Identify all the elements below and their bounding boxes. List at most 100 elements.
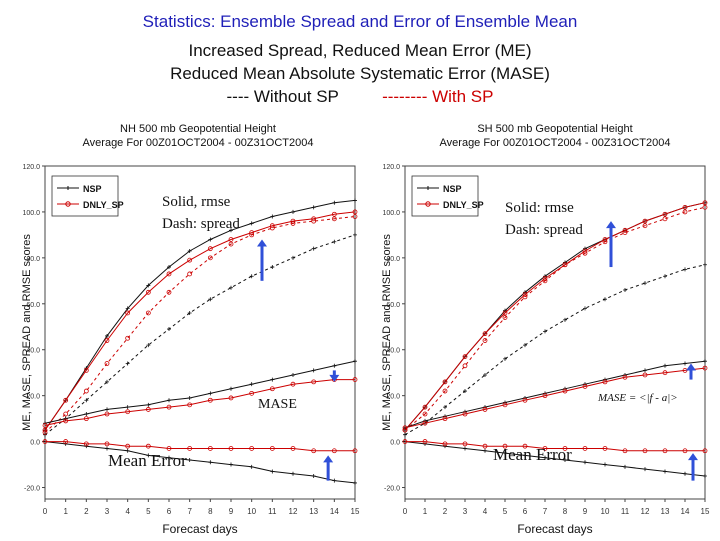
series-rmse-dnly_sp-point — [125, 310, 131, 316]
series-spread-dnly_sp-point — [187, 271, 193, 277]
series-mase-nsp-point — [332, 363, 337, 368]
series-spread-nsp-point — [643, 281, 647, 286]
series-spread-nsp-point — [623, 288, 627, 293]
series-spread-dnly_sp-point — [63, 411, 69, 417]
series-me-dnly_sp-point — [187, 446, 193, 451]
series-mase-dnly_sp-point — [562, 388, 568, 394]
x-tick-label: 9 — [229, 507, 234, 516]
series-spread-dnly_sp-point — [502, 315, 508, 320]
plot-frame — [44, 165, 356, 500]
series-me-dnly_sp-point — [442, 441, 448, 447]
series-spread-nsp-point — [229, 285, 233, 290]
series-rmse-dnly_sp-point — [83, 367, 89, 373]
series-me-nsp-point — [167, 455, 171, 460]
series-me-nsp-point — [623, 464, 627, 469]
series-me-dnly_sp-point — [702, 448, 708, 454]
series-me-dnly_sp-point — [331, 448, 337, 454]
x-tick-label: 12 — [289, 507, 298, 516]
series-spread-nsp-point — [463, 389, 467, 394]
legend-box — [411, 175, 479, 217]
nh-chart-svg: NH 500 mb Geopotential Height Average For… — [21, 123, 360, 536]
annotation-text: MASE — [258, 397, 297, 412]
series-mase-dnly_sp-point — [462, 411, 468, 417]
x-tick-label: 2 — [84, 507, 89, 516]
series-mase-dnly_sp-point — [662, 370, 668, 376]
annotation-text: Mean Error — [108, 451, 187, 470]
x-tick-label: 15 — [351, 507, 360, 516]
series-spread-dnly_sp-point — [269, 225, 275, 231]
series-rmse-dnly_sp-point — [207, 246, 213, 252]
series-me-nsp-point — [229, 462, 233, 467]
x-tick-label: 5 — [503, 507, 508, 516]
series-me-nsp-point — [187, 457, 192, 462]
annotation-text: Dash: spread — [162, 216, 240, 232]
arrow-head — [688, 453, 698, 461]
annotation-text: Dash: spread — [505, 222, 583, 238]
series-me-nsp-line — [404, 441, 706, 477]
series-me-nsp-point — [105, 446, 109, 451]
series-me-nsp-point — [291, 471, 295, 476]
series-me-nsp-point — [125, 448, 130, 453]
x-tick-label: 11 — [621, 507, 630, 516]
series-rmse-nsp-point — [105, 333, 109, 338]
series-rmse-dnly_sp-point — [187, 257, 193, 263]
x-tick-label: 8 — [563, 507, 568, 516]
nh-chart: NH 500 mb Geopotential Height Average For… — [0, 116, 360, 536]
x-tick-label: 14 — [681, 507, 690, 516]
series-me-dnly_sp-point — [462, 441, 468, 447]
series-rmse-dnly_sp-point — [462, 354, 468, 360]
series-me-nsp-point — [463, 446, 467, 451]
series-me-nsp-point — [703, 474, 707, 479]
series-spread-nsp-line — [404, 264, 706, 436]
series-mase-dnly_sp-point — [502, 402, 508, 408]
series-mase-dnly_sp-point — [482, 407, 488, 412]
series-spread-dnly_sp-point — [166, 289, 172, 295]
series-mase-nsp-point — [311, 368, 316, 373]
annotation-text: MASE = <|f - a|> — [597, 392, 678, 404]
legend-line: ---- Without SP -------- With SP — [0, 87, 720, 107]
series-mase-nsp-point — [291, 372, 295, 377]
y-tick-label: 100.0 — [382, 210, 400, 217]
series-spread-nsp-point — [703, 262, 707, 267]
series-mase-nsp-point — [703, 359, 707, 364]
series-rmse-nsp-point — [229, 228, 233, 233]
series-mase-dnly_sp-point — [402, 425, 408, 431]
series-me-dnly_sp-point — [42, 439, 48, 444]
series-mase-dnly_sp-point — [63, 418, 69, 424]
series-spread-dnly_sp-point — [83, 388, 89, 394]
series-mase-nsp-point — [208, 391, 213, 396]
series-rmse-dnly_sp-point — [166, 271, 172, 277]
series-spread-nsp-point — [187, 310, 192, 315]
series-mase-dnly_sp-point — [642, 372, 648, 378]
series-mase-dnly_sp-point — [228, 395, 234, 401]
series-spread-nsp-point — [503, 356, 507, 361]
series-spread-nsp-point — [105, 379, 109, 384]
plot-frame — [404, 165, 706, 500]
series-me-dnly_sp-point — [562, 446, 568, 451]
series-rmse-nsp-point — [291, 209, 295, 214]
annotation-text: Solid, rmse — [162, 194, 231, 210]
series-me-nsp-point — [353, 480, 357, 485]
series-mase-dnly_sp-point — [166, 404, 172, 410]
y-tick-label: -20.0 — [384, 486, 400, 493]
series-me-dnly_sp-line — [45, 441, 355, 452]
x-tick-label: 5 — [146, 507, 151, 516]
series-spread-nsp-point — [403, 432, 407, 437]
series-spread-nsp-point — [291, 255, 295, 260]
series-mase-nsp-point — [270, 377, 275, 382]
series-spread-dnly_sp-point — [228, 241, 234, 247]
series-me-nsp-point — [643, 467, 647, 472]
series-me-dnly_sp-point — [352, 448, 358, 454]
sh-chart: SH 500 mb Geopotential Height Average For… — [360, 116, 720, 536]
chart-title: NH 500 mb Geopotential Height — [120, 123, 276, 135]
series-spread-dnly_sp-point — [562, 262, 568, 268]
series-spread-nsp-point — [523, 343, 527, 348]
arrow-head — [606, 221, 616, 229]
legend-label: DNLY_SP — [83, 200, 124, 210]
series-rmse-dnly_sp-point — [442, 379, 448, 385]
series-me-dnly_sp-point — [522, 443, 528, 449]
series-spread-nsp-point — [663, 274, 667, 279]
series-rmse-dnly_sp-point — [331, 211, 337, 217]
series-rmse-nsp-point — [187, 248, 192, 253]
x-axis-label: Forecast days — [162, 522, 237, 536]
